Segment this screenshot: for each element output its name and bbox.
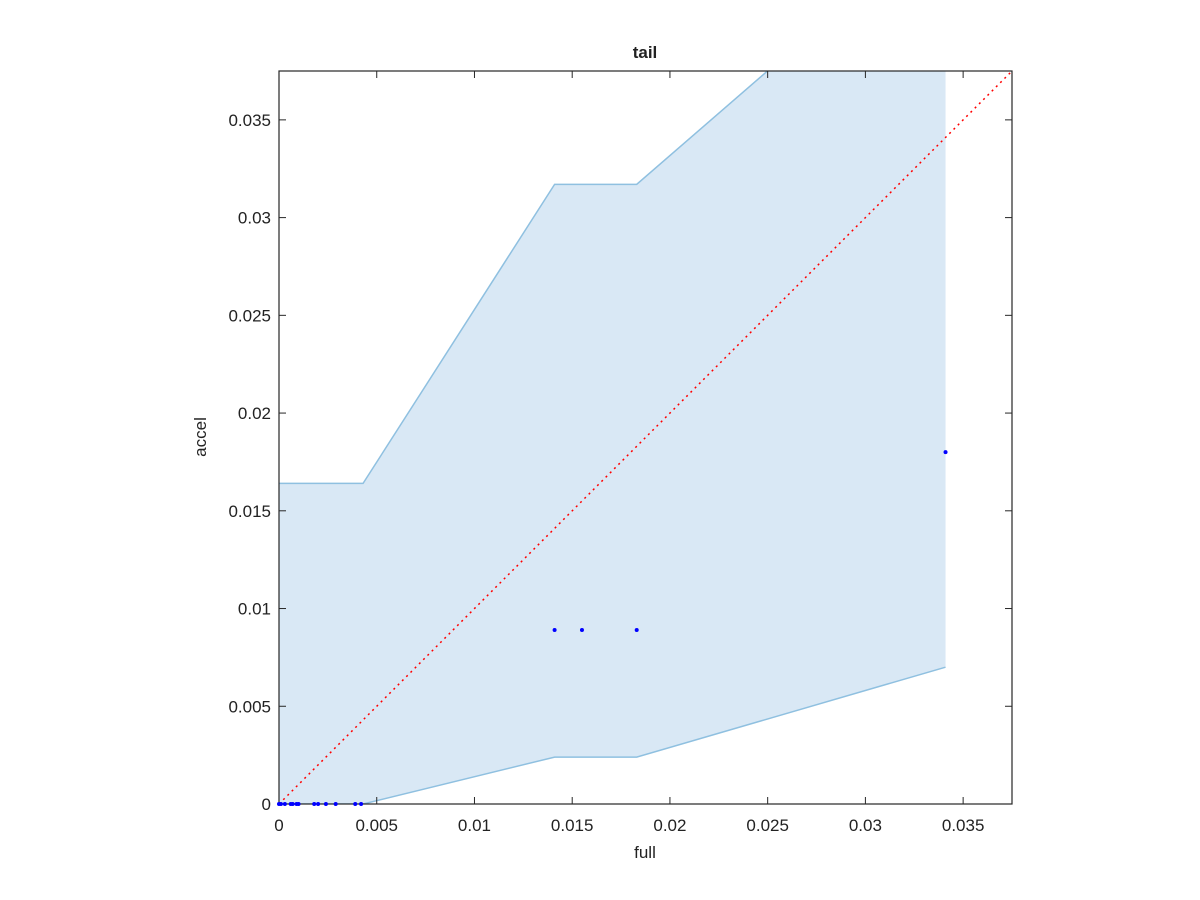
x-tick-label: 0.03 [849, 816, 882, 835]
band-lower-edge [279, 666, 946, 804]
y-tick-label: 0 [262, 795, 271, 814]
plot-area [279, 71, 1012, 804]
y-tick-label: 0.005 [228, 697, 271, 716]
x-axis-label: full [634, 843, 656, 862]
x-tick-label: 0.02 [653, 816, 686, 835]
data-point [296, 802, 301, 806]
data-point [353, 802, 358, 806]
data-point [282, 802, 287, 806]
data-point [634, 628, 639, 633]
band-upper-edge [279, 71, 769, 485]
data-point [579, 628, 584, 633]
axes: 0 0.005 0.01 0.015 0.02 0.025 0.03 0.035 0 0.005 0… [228, 70, 1013, 835]
data-point [312, 802, 317, 806]
axes-box [278, 70, 1013, 805]
y-tick-label: 0.03 [238, 209, 271, 228]
data-point [552, 628, 557, 633]
x-tick-label: 0 [274, 816, 283, 835]
x-tick-label: 0.025 [746, 816, 789, 835]
data-point [323, 802, 328, 806]
data-point [943, 450, 948, 455]
y-tick-label: 0.025 [228, 306, 271, 325]
data-point [333, 802, 338, 806]
y-tick-label: 0.01 [238, 600, 271, 619]
y-tick-label: 0.02 [238, 404, 271, 423]
x-tick-label: 0.035 [942, 816, 985, 835]
y-axis-label: accel [191, 417, 210, 457]
data-point [278, 802, 283, 806]
data-point [316, 802, 321, 806]
data-point [290, 802, 295, 806]
y-tick-label: 0.015 [228, 502, 271, 521]
data-point [359, 802, 364, 806]
y-tick-label: 0.035 [228, 111, 271, 130]
x-tick-label: 0.005 [355, 816, 398, 835]
x-tick-label: 0.01 [458, 816, 491, 835]
x-tick-label: 0.015 [551, 816, 594, 835]
chart-title: tail [633, 43, 658, 62]
confidence-band [279, 71, 946, 804]
